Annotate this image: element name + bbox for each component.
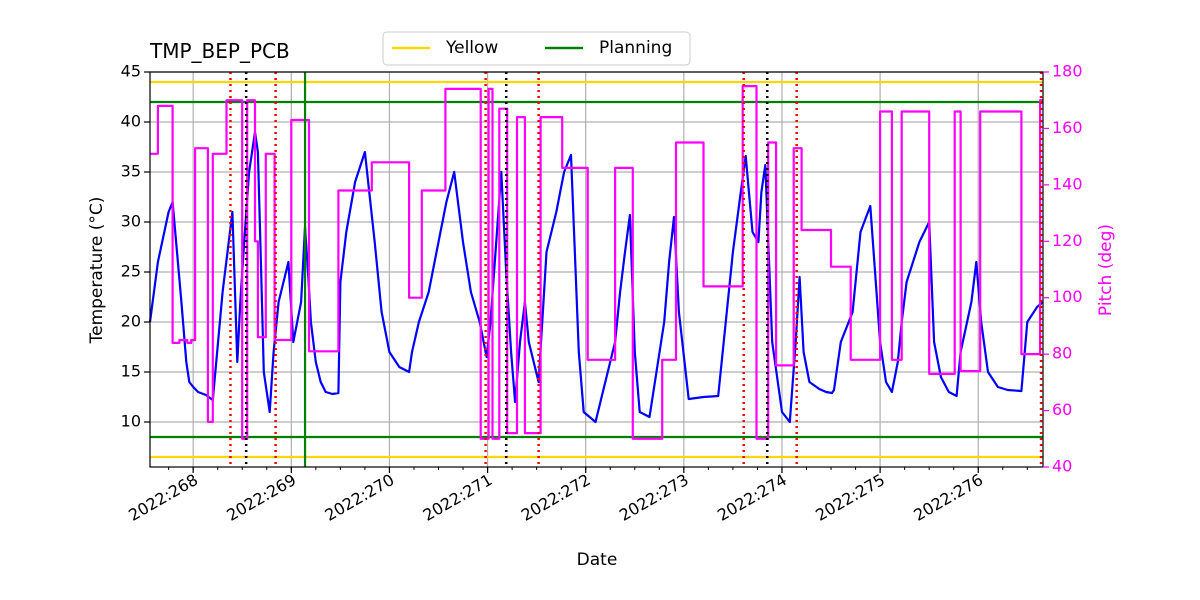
- plot-frame: [149, 71, 1044, 468]
- y2-tick-label-180: 180: [1052, 62, 1083, 81]
- y2-tick-label-80: 80: [1052, 344, 1072, 363]
- y-tick-label-15: 15: [121, 362, 141, 381]
- y-tick-label-45: 45: [121, 62, 141, 81]
- y-tick-label-25: 25: [121, 262, 141, 281]
- y2-tick-label-140: 140: [1052, 174, 1083, 193]
- y2-tick-label-100: 100: [1052, 287, 1083, 306]
- limit-lines: [150, 80, 1043, 459]
- y2-axis-label: Pitch (deg): [1096, 224, 1116, 316]
- legend-label-planning: Planning: [599, 38, 672, 58]
- left-axis: 10 15 20 25 30 35 40 45: [121, 62, 150, 431]
- y-tick-label-30: 30: [121, 212, 141, 231]
- chart-title: TMP_BEP_PCB: [149, 39, 290, 63]
- y2-tick-label-120: 120: [1052, 231, 1083, 250]
- event-markers: [229, 72, 1043, 467]
- right-axis: 40 60 80 100 120 140 160 180: [1043, 62, 1083, 476]
- y2-tick-label-40: 40: [1052, 457, 1072, 476]
- legend-frame: [382, 31, 691, 66]
- y2-tick-label-60: 60: [1052, 400, 1072, 419]
- x-axis-label: Date: [577, 550, 618, 570]
- y-tick-label-40: 40: [121, 112, 141, 131]
- y-tick-label-20: 20: [121, 312, 141, 331]
- y2-tick-label-160: 160: [1052, 118, 1083, 137]
- y-axis-label: Temperature (°C): [87, 197, 107, 345]
- y-tick-label-35: 35: [121, 162, 141, 181]
- legend-label-yellow: Yellow: [445, 38, 498, 58]
- legend: Yellow Planning: [382, 31, 691, 66]
- y-tick-label-10: 10: [121, 412, 141, 431]
